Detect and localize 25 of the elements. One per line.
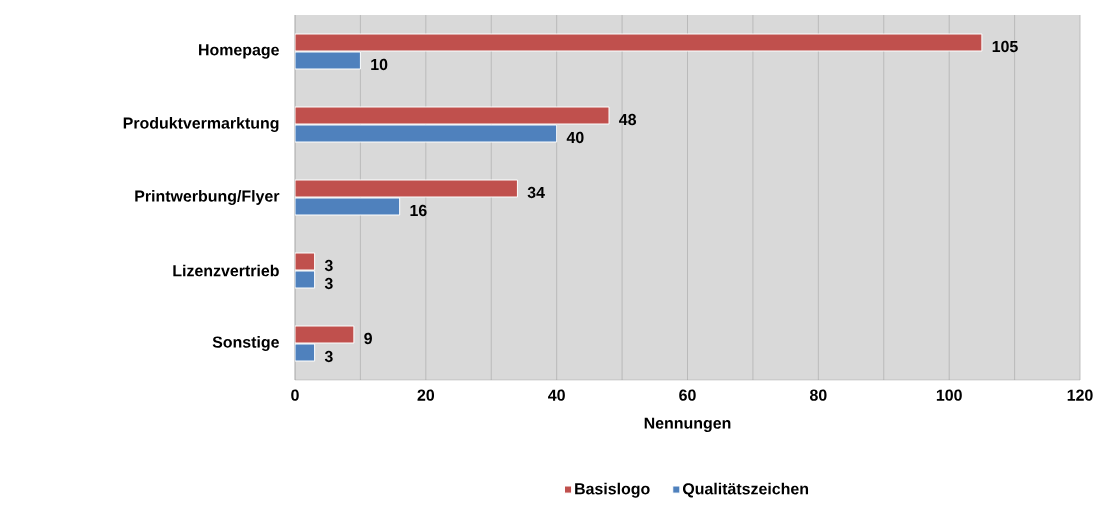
y-tick-label: Homepage — [199, 44, 279, 59]
data-label: 10 — [371, 58, 388, 71]
y-tick-label: Lizenzvertrieb — [173, 264, 279, 277]
x-tick-label: 40 — [548, 389, 565, 401]
x-axis-title: Nennungen — [644, 417, 731, 432]
data-label: 34 — [527, 186, 545, 199]
data-label: 105 — [992, 40, 1018, 53]
data-label: 3 — [324, 277, 333, 290]
data-label: 3 — [324, 350, 333, 363]
data-label: 16 — [410, 204, 427, 217]
data-label: 9 — [364, 332, 372, 345]
x-tick-label: 0 — [291, 389, 299, 401]
x-tick-label: 60 — [679, 389, 696, 401]
x-tick-label: 120 — [1067, 389, 1093, 401]
y-tick-label: Printwerbung/Flyer — [135, 190, 280, 205]
data-label: 48 — [619, 113, 637, 126]
data-label: 3 — [324, 259, 333, 272]
x-tick-label: 80 — [809, 389, 827, 401]
legend-label: Basislogo — [575, 482, 650, 498]
x-tick-label: 20 — [417, 389, 435, 401]
legend-label: Qualitätszeichen — [682, 482, 809, 498]
data-label: 40 — [566, 131, 584, 144]
y-tick-label: Sonstige — [212, 336, 279, 351]
y-tick-label: Produktvermarktung — [123, 117, 279, 132]
x-tick-label: 100 — [936, 389, 962, 401]
